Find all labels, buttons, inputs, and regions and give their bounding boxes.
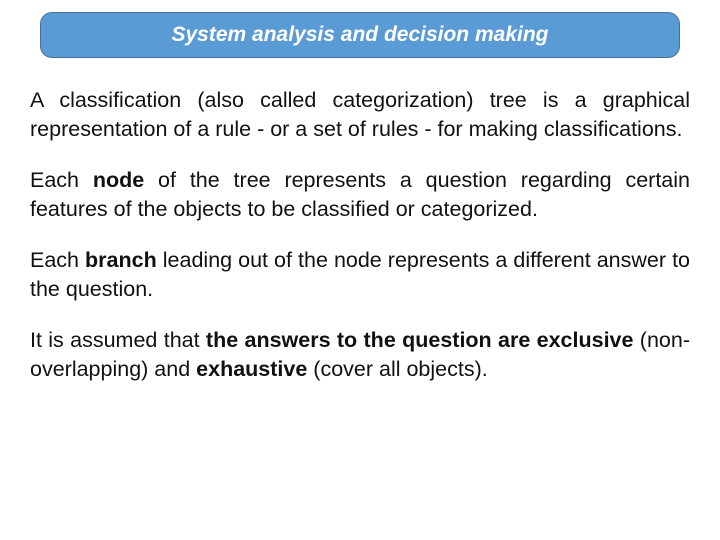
- paragraph-2: Each node of the tree represents a quest…: [30, 166, 690, 224]
- paragraph-4: It is assumed that the answers to the qu…: [30, 326, 690, 384]
- paragraph-4-bold-exhaustive: exhaustive: [196, 357, 307, 381]
- slide-title-bar: System analysis and decision making: [40, 12, 680, 58]
- slide-title-text: System analysis and decision making: [172, 23, 549, 46]
- paragraph-1-text: A classification (also called categoriza…: [30, 88, 690, 141]
- paragraph-2-bold-node: node: [93, 168, 144, 192]
- paragraph-2-run-1: Each: [30, 168, 93, 192]
- paragraph-4-bold-exclusive: the answers to the question are exclusiv…: [206, 328, 634, 352]
- paragraph-1: A classification (also called categoriza…: [30, 86, 690, 144]
- paragraph-3-run-1: Each: [30, 248, 85, 272]
- paragraph-4-run-3: (cover all objects).: [307, 357, 487, 381]
- paragraph-4-run-1: It is assumed that: [30, 328, 206, 352]
- paragraph-3-bold-branch: branch: [85, 248, 157, 272]
- paragraph-3: Each branch leading out of the node repr…: [30, 246, 690, 304]
